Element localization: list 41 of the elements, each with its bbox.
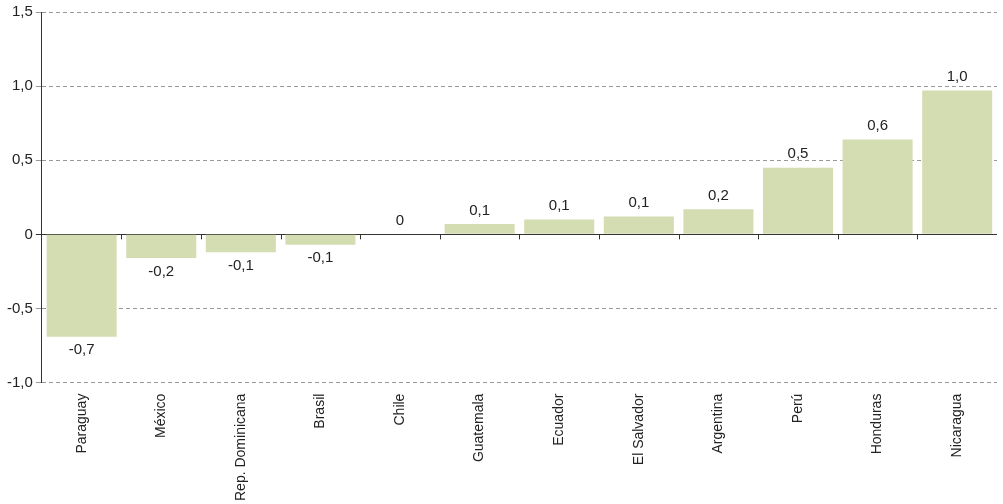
data-label: 0,5 [787, 144, 809, 162]
bar [762, 167, 834, 234]
x-tick-label: Honduras [868, 393, 885, 455]
y-tick-label: 0,5 [11, 150, 33, 168]
x-tick-label: Brasil [311, 393, 328, 429]
data-label: 0,1 [628, 193, 650, 211]
data-label: -0,2 [148, 261, 175, 279]
bar [603, 216, 674, 234]
x-tick-label: México [152, 393, 169, 438]
x-tick-label: Ecuador [550, 393, 567, 446]
data-label: -0,1 [307, 248, 334, 266]
data-label: 1,0 [946, 67, 968, 85]
bar [444, 223, 515, 234]
data-label: -0,7 [68, 340, 95, 358]
bar [285, 234, 356, 245]
bar [524, 219, 595, 234]
bar [842, 139, 913, 234]
data-label: 0,1 [548, 196, 570, 214]
x-tick-label: Guatemala [470, 393, 487, 463]
data-label: -0,1 [227, 255, 254, 273]
x-tick-label: Paraguay [72, 393, 89, 454]
data-label: 0,2 [707, 185, 729, 203]
y-tick-label: 0 [24, 224, 33, 242]
data-label: 0 [395, 211, 405, 229]
y-tick-label: -1,0 [6, 372, 33, 390]
y-tick-label: 1,0 [11, 76, 33, 94]
bar [683, 209, 754, 234]
x-tick-label: Perú [788, 393, 805, 424]
x-tick-label: Argentina [709, 393, 726, 454]
data-label: 0,6 [867, 116, 889, 134]
data-label: 0,1 [469, 200, 491, 218]
x-tick-label: Rep. Dominicana [231, 393, 248, 501]
x-tick-label: El Salvador [629, 393, 646, 466]
bar [922, 90, 993, 234]
bar [126, 234, 197, 259]
bar [46, 234, 117, 337]
bar [205, 234, 276, 253]
y-tick-label: -0,5 [6, 298, 33, 316]
x-tick-label: Chile [390, 393, 407, 426]
x-tick-label: Nicaragua [948, 393, 965, 458]
y-tick-label: 1,5 [11, 2, 33, 20]
